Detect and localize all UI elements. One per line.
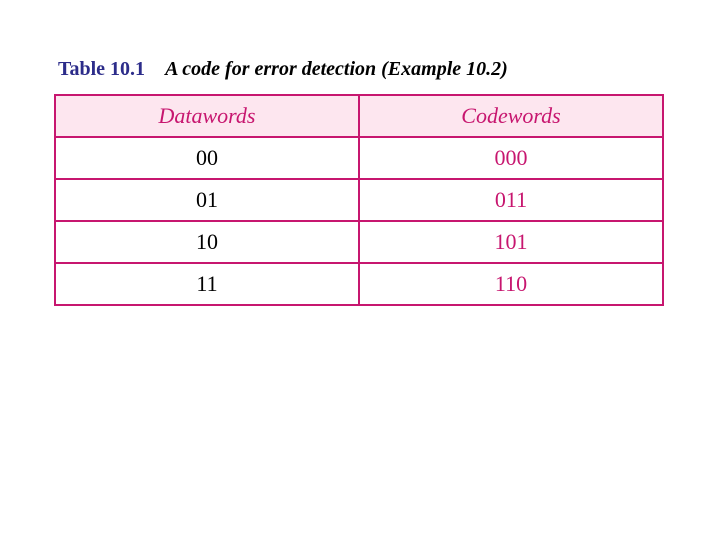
dataword-cell: 01 bbox=[55, 179, 359, 221]
table-caption: Table 10.1 A code for error detection (E… bbox=[58, 58, 508, 81]
dataword-cell: 00 bbox=[55, 137, 359, 179]
dataword-cell: 11 bbox=[55, 263, 359, 305]
codeword-cell: 011 bbox=[359, 179, 663, 221]
table-row: 01 011 bbox=[55, 179, 663, 221]
column-header-datawords: Datawords bbox=[55, 95, 359, 137]
code-table: Datawords Codewords 00 000 01 011 10 101… bbox=[54, 94, 664, 306]
caption-separator bbox=[150, 58, 160, 80]
dataword-cell: 10 bbox=[55, 221, 359, 263]
codeword-cell: 000 bbox=[359, 137, 663, 179]
page: Table 10.1 A code for error detection (E… bbox=[0, 0, 720, 540]
table-label: Table 10.1 bbox=[58, 58, 145, 80]
table-header-row: Datawords Codewords bbox=[55, 95, 663, 137]
column-header-codewords: Codewords bbox=[359, 95, 663, 137]
table-description: A code for error detection (Example 10.2… bbox=[165, 58, 508, 80]
codeword-cell: 101 bbox=[359, 221, 663, 263]
table-row: 00 000 bbox=[55, 137, 663, 179]
table-row: 10 101 bbox=[55, 221, 663, 263]
table-row: 11 110 bbox=[55, 263, 663, 305]
codeword-cell: 110 bbox=[359, 263, 663, 305]
